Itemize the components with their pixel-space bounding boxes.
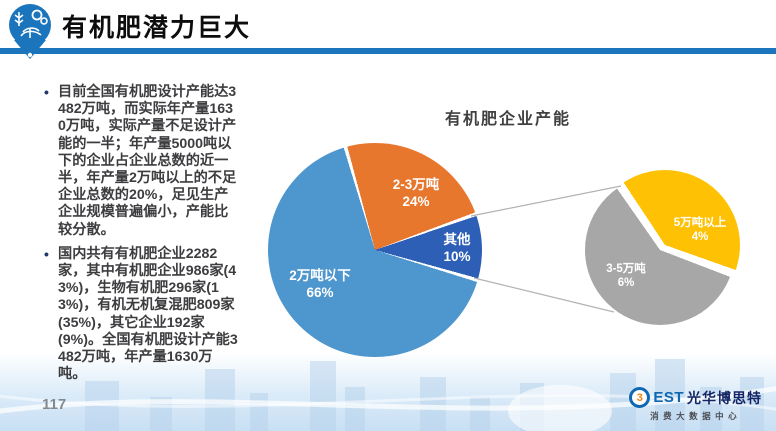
footer-brand-subtitle: 消费大数据中心: [650, 411, 742, 421]
page-title: 有机肥潜力巨大: [62, 14, 252, 42]
chart-title: 有机肥企业产能: [444, 111, 571, 128]
bullet-text: 目前全国有机肥设计产能达3482万吨，而实际年产量1630万吨，实际产量不足设计…: [58, 84, 237, 238]
header-divider: [0, 48, 776, 54]
bullet-item: • 国内共有有机肥企业2282家，其中有机肥企业986家(43%)，生物有机肥2…: [44, 246, 244, 384]
bullet-item: • 目前全国有机肥设计产能达3482万吨，而实际年产量1630万吨，实际产量不足…: [44, 84, 244, 239]
bullet-list: • 目前全国有机肥设计产能达3482万吨，而实际年产量1630万吨，实际产量不足…: [44, 84, 244, 390]
bullet-dot-icon: •: [44, 245, 49, 262]
footer-brand-est: EST: [653, 389, 684, 406]
page-number: 117: [42, 396, 67, 413]
footer-brand-row: 3 EST 光华博思特: [629, 387, 762, 408]
footer-brand: 3 EST 光华博思特 消费大数据中心: [629, 387, 762, 422]
company-logo-icon: [5, 2, 55, 62]
cityscape-buildings-graphic: [0, 359, 776, 431]
detail-pie-exploded-slice: [590, 170, 740, 320]
bullet-text: 国内共有有机肥企业2282家，其中有机肥企业986家(43%)，生物有机肥296…: [58, 245, 238, 383]
bullet-dot-icon: •: [44, 84, 49, 100]
best-logo-icon: 3: [629, 387, 651, 408]
footer-brand-name: 光华博思特: [687, 389, 762, 406]
main-pie-chart: [268, 143, 482, 357]
